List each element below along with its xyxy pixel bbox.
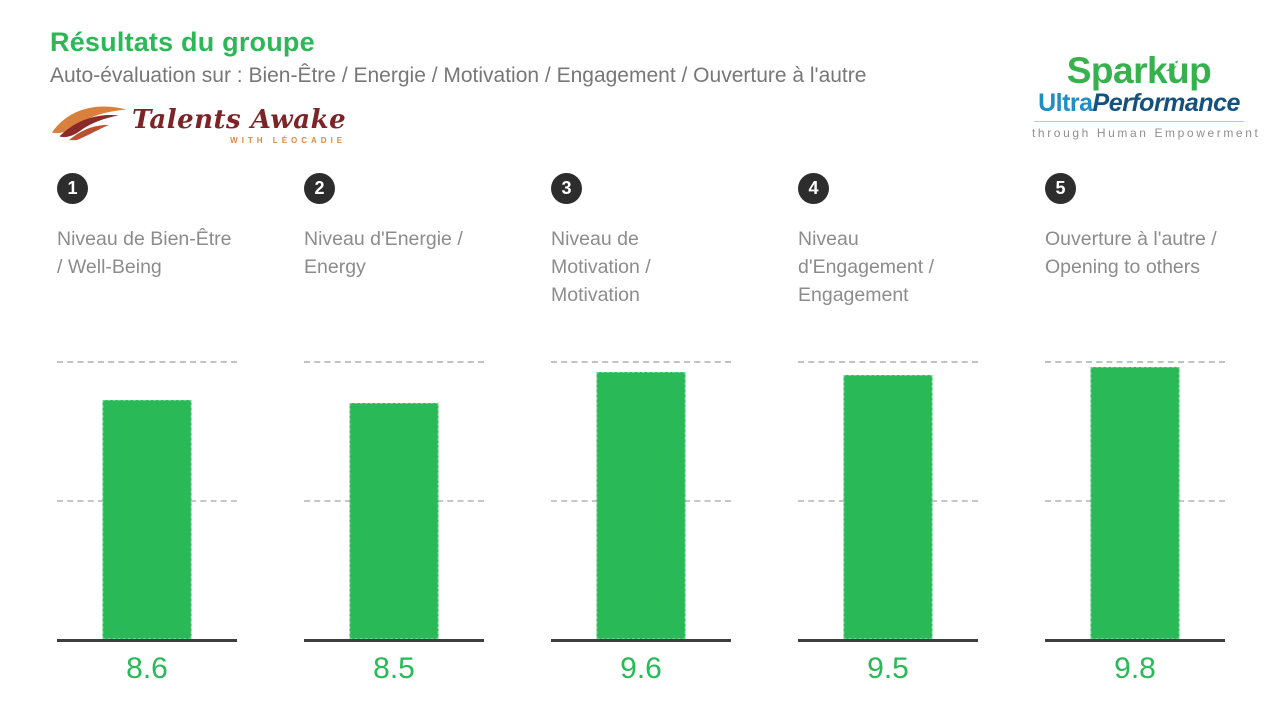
column-label: Niveau de Bien-Être / Well-Being bbox=[57, 228, 232, 278]
talents-awake-name: Talents Awake bbox=[132, 104, 347, 135]
number-badge: 3 bbox=[551, 173, 582, 204]
talents-awake-text: Talents Awake WITH LÉOCADIE bbox=[132, 106, 346, 145]
value-label: 9.5 bbox=[867, 652, 909, 685]
column-energy: 2 Niveau d'Energie / Energy 8.5 bbox=[304, 173, 484, 686]
sparkup-subbrand: UltraPerformance bbox=[1032, 90, 1246, 117]
gridline-10 bbox=[304, 361, 484, 363]
value-label: 8.6 bbox=[126, 652, 168, 685]
page-title: Résultats du groupe bbox=[50, 27, 315, 57]
value-label: 8.5 bbox=[373, 652, 415, 685]
number-badge: 1 bbox=[57, 173, 88, 204]
number-badge: 4 bbox=[798, 173, 829, 204]
sparkup-divider bbox=[1034, 121, 1244, 122]
number-badge: 2 bbox=[304, 173, 335, 204]
wing-icon bbox=[50, 100, 130, 151]
value-label: 9.6 bbox=[620, 652, 662, 685]
bar bbox=[102, 400, 192, 639]
gridline-10 bbox=[551, 361, 731, 363]
column-label: Ouverture à l'autre / Opening to others bbox=[1045, 228, 1217, 278]
bar-chart bbox=[57, 361, 237, 642]
bar bbox=[843, 375, 933, 639]
gridline-10 bbox=[1045, 361, 1225, 363]
bar-chart bbox=[798, 361, 978, 642]
value-label: 9.8 bbox=[1114, 652, 1156, 685]
bar-chart bbox=[1045, 361, 1225, 642]
gridline-10 bbox=[57, 361, 237, 363]
column-engagement: 4 Niveau d'Engagement / Engagement 9.5 bbox=[798, 173, 978, 686]
page-subtitle: Auto-évaluation sur : Bien-Être / Energi… bbox=[50, 64, 867, 87]
talents-awake-tagline: WITH LÉOCADIE bbox=[230, 135, 347, 145]
column-well-being: 1 Niveau de Bien-Être / Well-Being 8.6 bbox=[57, 173, 237, 686]
sparkup-ultra: Ultra bbox=[1038, 89, 1093, 117]
bar bbox=[349, 403, 439, 639]
gridline-10 bbox=[798, 361, 978, 363]
number-badge: 5 bbox=[1045, 173, 1076, 204]
sparkup-logo: Sparkup UltraPerformance through Human E… bbox=[1032, 52, 1261, 141]
talents-awake-logo: Talents Awake WITH LÉOCADIE bbox=[50, 98, 346, 152]
sparkup-name: Sparkup bbox=[1067, 52, 1212, 90]
bar-chart bbox=[551, 361, 731, 642]
column-label: Niveau de Motivation / Motivation bbox=[551, 228, 651, 306]
sparkup-wordmark: Sparkup bbox=[1066, 50, 1212, 91]
chart-columns: 1 Niveau de Bien-Être / Well-Being 8.6 2… bbox=[57, 173, 1225, 686]
column-opening-to-others: 5 Ouverture à l'autre / Opening to other… bbox=[1045, 173, 1225, 686]
column-label: Niveau d'Engagement / Engagement bbox=[798, 228, 934, 306]
column-label: Niveau d'Energie / Energy bbox=[304, 228, 463, 278]
bird-icon bbox=[1163, 43, 1183, 81]
column-motivation: 3 Niveau de Motivation / Motivation 9.6 bbox=[551, 173, 731, 686]
header: Résultats du groupe Auto-évaluation sur … bbox=[50, 26, 866, 89]
bar bbox=[1090, 367, 1180, 639]
bar-chart bbox=[304, 361, 484, 642]
bar bbox=[596, 372, 686, 639]
sparkup-performance: Performance bbox=[1092, 89, 1241, 117]
sparkup-tagline: through Human Empowerment bbox=[1032, 126, 1261, 140]
